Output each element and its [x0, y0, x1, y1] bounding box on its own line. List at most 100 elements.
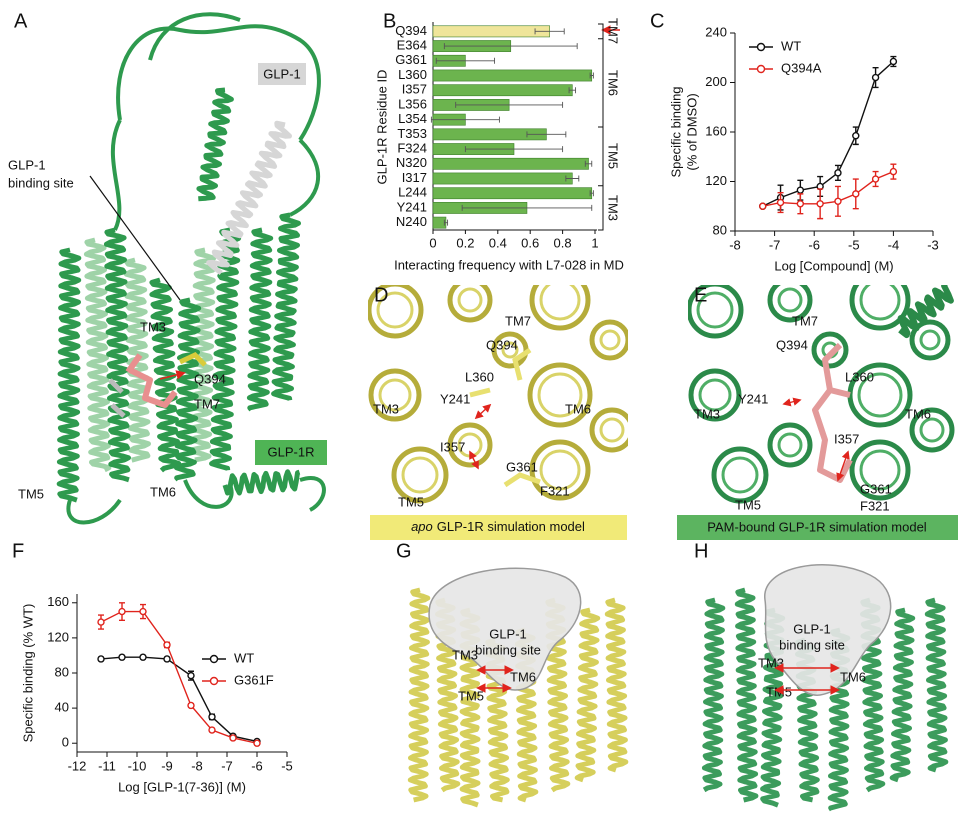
structure-label: F321 — [860, 498, 890, 513]
helix — [701, 597, 726, 793]
helix — [604, 597, 629, 773]
helix-section — [599, 417, 625, 443]
data-point — [759, 202, 767, 210]
y-tick-label: 120 — [705, 173, 727, 188]
data-point — [834, 197, 842, 206]
legend-label: WT — [234, 650, 254, 665]
panel-label: F — [12, 540, 24, 562]
helix — [83, 237, 112, 473]
y-axis-label: Specific binding (% WT) — [20, 604, 35, 743]
data-point — [229, 734, 237, 742]
structure-label: binding site — [475, 642, 541, 657]
data-point — [834, 169, 842, 177]
structure-label: L360 — [845, 369, 874, 384]
y-tick-label: 40 — [55, 700, 69, 715]
structure-label: GLP-1 — [489, 626, 527, 641]
label-box — [255, 440, 327, 465]
data-point — [796, 186, 805, 194]
helix — [246, 227, 274, 412]
structure-label: TM6 — [150, 484, 176, 499]
error-bar — [568, 87, 577, 94]
y-tick-label: 160 — [47, 594, 69, 609]
helix-section — [589, 319, 628, 361]
arrow — [159, 370, 186, 380]
y-tick-label: L244 — [398, 185, 427, 200]
structure-label: Y241 — [738, 391, 768, 406]
helix — [123, 257, 151, 463]
y-tick-label: G361 — [395, 52, 427, 67]
ligand — [108, 378, 126, 418]
residue — [469, 347, 541, 488]
helix-section — [767, 285, 813, 323]
error-bar — [443, 43, 578, 50]
helix-section — [857, 372, 903, 418]
x-tick-label: 1 — [591, 235, 598, 250]
legend-marker — [209, 654, 219, 664]
residue — [178, 351, 207, 367]
data-point — [163, 641, 171, 649]
error-bar — [526, 131, 567, 138]
helix-section — [777, 287, 803, 313]
series-line — [100, 656, 258, 743]
helix — [897, 285, 954, 339]
structure-label: TM6 — [840, 669, 866, 684]
panel-label: A — [14, 10, 28, 32]
pointer-line — [89, 175, 181, 301]
helix-section — [859, 285, 901, 321]
bar — [432, 157, 589, 170]
data-point — [97, 655, 105, 663]
y-tick-label: I357 — [402, 82, 427, 97]
helix — [206, 120, 292, 275]
loop — [66, 476, 326, 525]
helix-section — [688, 285, 744, 339]
y-axis-label: GLP-1R Residue ID — [374, 70, 389, 185]
structure-label: TM6 — [565, 401, 591, 416]
helix-section — [909, 407, 955, 453]
structure-label: Q394 — [776, 337, 808, 352]
structure-label: binding site — [8, 175, 74, 190]
helix-section — [457, 287, 483, 313]
helix — [103, 227, 131, 483]
error-bar — [464, 146, 564, 153]
helix-section — [529, 285, 591, 331]
x-tick-label: 0.2 — [456, 235, 474, 250]
x-tick-label: -8 — [729, 237, 741, 252]
legend-marker — [756, 64, 766, 74]
data-point — [187, 671, 195, 680]
data-point — [889, 167, 898, 176]
helix — [574, 607, 601, 783]
x-tick-label: -7 — [769, 237, 781, 252]
structure-label: GLP-1 — [8, 157, 46, 172]
helix-section — [589, 407, 628, 453]
structure-label: GLP-1R — [268, 444, 315, 459]
ligand — [125, 353, 178, 408]
structure-label: TM5 — [458, 688, 484, 703]
bar — [432, 172, 573, 185]
structure-label: binding site — [779, 637, 845, 652]
error-bar — [534, 28, 565, 35]
helix-section — [368, 285, 424, 339]
data-point — [97, 618, 105, 626]
y-tick-label: 200 — [705, 74, 727, 89]
y-tick-label: L360 — [398, 67, 427, 82]
helix-section — [767, 422, 813, 468]
y-tick-label: 160 — [705, 123, 727, 138]
x-tick-label: 0.8 — [554, 235, 572, 250]
bar — [432, 69, 593, 82]
helix-section — [376, 291, 414, 329]
structure-label: TM7 — [792, 313, 818, 328]
structure-label: TM6 — [905, 406, 931, 421]
caption: apo GLP-1R simulation model — [411, 519, 585, 534]
helix — [271, 212, 301, 401]
x-tick-label: 0 — [429, 235, 436, 250]
y-tick-label: L354 — [398, 111, 427, 126]
panel-label: E — [694, 284, 707, 306]
error-bar — [430, 116, 500, 123]
helix — [174, 297, 202, 482]
x-tick-label: -4 — [888, 237, 900, 252]
structure-label: Q394 — [486, 337, 518, 352]
group-label: TM7 — [606, 18, 621, 44]
error-bar — [584, 160, 593, 167]
helix-section — [909, 319, 951, 361]
helix-section — [368, 368, 422, 422]
